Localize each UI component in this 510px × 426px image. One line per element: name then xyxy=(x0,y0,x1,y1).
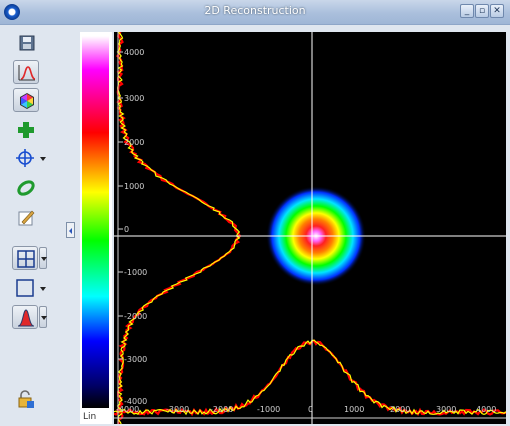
color-mode-button[interactable] xyxy=(13,88,39,112)
crosshair-dropdown-arrow[interactable] xyxy=(38,146,48,170)
x-tick-label: 1000 xyxy=(344,405,364,414)
edit-button[interactable] xyxy=(13,206,39,230)
region-button[interactable] xyxy=(12,276,38,300)
collapse-panel-button[interactable] xyxy=(66,222,75,238)
chevron-down-icon xyxy=(40,157,46,161)
y-tick-label: 0 xyxy=(124,225,129,234)
horizontal-profile xyxy=(114,339,506,417)
x-tick-label: 4000 xyxy=(476,405,496,414)
save-image-button[interactable] xyxy=(14,32,40,56)
colorbar-scale-label: Lin xyxy=(83,412,97,422)
colorbar-gradient xyxy=(82,36,109,408)
x-tick-label: 0 xyxy=(308,405,313,414)
x-tick-label: 2000 xyxy=(390,405,410,414)
x-tick-label: -4000 xyxy=(116,405,139,414)
window-title: 2D Reconstruction xyxy=(204,4,306,17)
x-tick-label: 3000 xyxy=(436,405,456,414)
profile-curve-icon xyxy=(18,65,36,81)
chevron-down-icon xyxy=(41,257,47,261)
app-icon xyxy=(4,4,20,20)
y-tick-label: -3000 xyxy=(124,355,147,364)
x-axis: -4000 -3000 -2000 -1000 0 1000 2000 3000… xyxy=(114,405,506,419)
y-tick-label: -4000 xyxy=(124,397,147,406)
chevron-down-icon xyxy=(40,287,46,291)
chevron-down-icon xyxy=(41,316,47,320)
gaussian-dropdown-arrow[interactable] xyxy=(39,306,47,328)
colorbar: Lin xyxy=(80,32,112,424)
crosshair-icon xyxy=(16,149,34,167)
horizontal-profile-line xyxy=(114,339,506,417)
rectangle-icon xyxy=(16,279,34,297)
y-tick-label: 3000 xyxy=(124,94,144,103)
plus-icon xyxy=(18,122,34,138)
gaussian-fit-button[interactable] xyxy=(12,305,38,329)
close-icon: ✕ xyxy=(493,6,501,16)
gaussian-icon xyxy=(17,309,35,327)
add-button[interactable] xyxy=(13,118,39,142)
minimize-icon: _ xyxy=(464,6,470,16)
x-tick-label: -2000 xyxy=(210,405,233,414)
grid-icon xyxy=(17,250,35,268)
maximize-button[interactable]: ▫ xyxy=(475,4,489,18)
region-dropdown-arrow[interactable] xyxy=(38,276,48,300)
y-tick-label: 4000 xyxy=(124,48,144,57)
y-tick-label: -1000 xyxy=(124,268,147,277)
plot-canvas: 4000 3000 2000 1000 0 -1000 -2000 -3000 … xyxy=(114,32,506,424)
close-button[interactable]: ✕ xyxy=(490,4,504,18)
vertical-profile-line xyxy=(115,32,242,424)
x-tick-label: -1000 xyxy=(257,405,280,414)
vertical-profile-line xyxy=(116,32,241,424)
y-tick-label: 1000 xyxy=(124,182,144,191)
y-tick-label: -2000 xyxy=(124,312,147,321)
color-wheel-icon xyxy=(20,93,34,109)
y-tick-label: 2000 xyxy=(124,138,144,147)
beam-image-plot[interactable]: 4000 3000 2000 1000 0 -1000 -2000 -3000 … xyxy=(114,32,506,424)
maximize-icon: ▫ xyxy=(478,6,486,16)
grid-dropdown-arrow[interactable] xyxy=(39,247,47,269)
chevron-left-icon xyxy=(69,228,72,234)
title-bar[interactable]: 2D Reconstruction _ ▫ ✕ xyxy=(0,0,510,25)
ellipse-fit-button[interactable] xyxy=(13,176,39,200)
lock-button[interactable] xyxy=(13,388,39,412)
horizontal-profile-line xyxy=(114,339,506,416)
minimize-button[interactable]: _ xyxy=(460,4,474,18)
lock-icon xyxy=(18,390,34,408)
crosshair-button[interactable] xyxy=(12,146,38,170)
vertical-profile xyxy=(115,32,242,424)
left-toolbar xyxy=(8,30,68,420)
save-icon xyxy=(19,35,35,51)
grid-button[interactable] xyxy=(12,246,38,270)
edit-icon xyxy=(18,210,35,226)
x-tick-label: -3000 xyxy=(166,405,189,414)
ellipse-icon xyxy=(17,180,35,196)
profile-toggle-button[interactable] xyxy=(13,60,39,84)
y-axis: 4000 3000 2000 1000 0 -1000 -2000 -3000 … xyxy=(117,32,147,424)
